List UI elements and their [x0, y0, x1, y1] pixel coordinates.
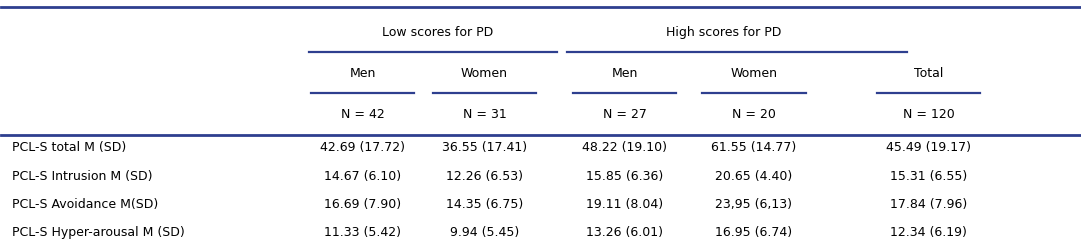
Text: N = 27: N = 27 [603, 108, 646, 121]
Text: N = 20: N = 20 [732, 108, 776, 121]
Text: PCL-S Intrusion M (SD): PCL-S Intrusion M (SD) [12, 170, 152, 183]
Text: 11.33 (5.42): 11.33 (5.42) [324, 226, 401, 239]
Text: 9.94 (5.45): 9.94 (5.45) [450, 226, 519, 239]
Text: 23,95 (6,13): 23,95 (6,13) [716, 198, 792, 211]
Text: PCL-S Avoidance M(SD): PCL-S Avoidance M(SD) [12, 198, 159, 211]
Text: 61.55 (14.77): 61.55 (14.77) [711, 141, 797, 154]
Text: Women: Women [731, 67, 777, 80]
Text: 17.84 (7.96): 17.84 (7.96) [890, 198, 967, 211]
Text: 14.35 (6.75): 14.35 (6.75) [445, 198, 523, 211]
Text: 45.49 (19.17): 45.49 (19.17) [886, 141, 971, 154]
Text: 48.22 (19.10): 48.22 (19.10) [582, 141, 667, 154]
Text: Low scores for PD: Low scores for PD [383, 26, 494, 39]
Text: 12.26 (6.53): 12.26 (6.53) [446, 170, 523, 183]
Text: N = 31: N = 31 [463, 108, 506, 121]
Text: High scores for PD: High scores for PD [666, 26, 782, 39]
Text: 16.95 (6.74): 16.95 (6.74) [716, 226, 792, 239]
Text: 13.26 (6.01): 13.26 (6.01) [586, 226, 663, 239]
Text: 15.85 (6.36): 15.85 (6.36) [586, 170, 664, 183]
Text: Women: Women [461, 67, 508, 80]
Text: Men: Men [349, 67, 376, 80]
Text: 19.11 (8.04): 19.11 (8.04) [586, 198, 663, 211]
Text: Men: Men [612, 67, 638, 80]
Text: Total: Total [913, 67, 944, 80]
Text: N = 120: N = 120 [903, 108, 955, 121]
Text: 36.55 (17.41): 36.55 (17.41) [442, 141, 528, 154]
Text: 15.31 (6.55): 15.31 (6.55) [890, 170, 967, 183]
Text: PCL-S Hyper-arousal M (SD): PCL-S Hyper-arousal M (SD) [12, 226, 185, 239]
Text: N = 42: N = 42 [341, 108, 385, 121]
Text: 12.34 (6.19): 12.34 (6.19) [891, 226, 967, 239]
Text: 42.69 (17.72): 42.69 (17.72) [320, 141, 405, 154]
Text: 14.67 (6.10): 14.67 (6.10) [324, 170, 401, 183]
Text: 16.69 (7.90): 16.69 (7.90) [324, 198, 401, 211]
Text: PCL-S total M (SD): PCL-S total M (SD) [12, 141, 126, 154]
Text: 20.65 (4.40): 20.65 (4.40) [716, 170, 792, 183]
